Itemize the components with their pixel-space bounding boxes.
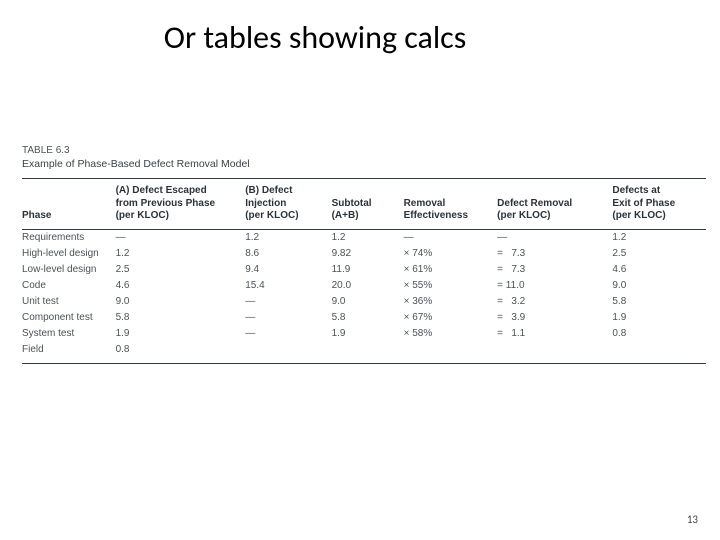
cell-eff: × 58% [404,326,498,342]
cell-a: — [116,229,246,246]
cell-phase: Code [22,278,116,294]
cell-a: 0.8 [116,342,246,364]
table-caption-text: Example of Phase-Based Defect Removal Mo… [22,158,706,170]
cell-rem: = 7.3 [497,246,612,262]
table-row: Component test 5.8 — 5.8 × 67% = 3.9 1.9 [22,310,706,326]
table-body: Requirements — 1.2 1.2 — — 1.2 High-leve… [22,229,706,364]
cell-b: 15.4 [245,278,331,294]
cell-exit: 2.5 [612,246,706,262]
cell-phase: Requirements [22,229,116,246]
cell-sub: 11.9 [332,262,404,278]
cell-b: 1.2 [245,229,331,246]
cell-phase: High-level design [22,246,116,262]
cell-rem: = 3.9 [497,310,612,326]
cell-sub: 1.2 [332,229,404,246]
cell-eff [404,342,498,364]
slide-title: Or tables showing calcs [0,0,720,67]
cell-a: 5.8 [116,310,246,326]
cell-sub: 1.9 [332,326,404,342]
cell-exit: 5.8 [612,294,706,310]
cell-exit: 9.0 [612,278,706,294]
cell-eff: × 36% [404,294,498,310]
cell-sub [332,342,404,364]
cell-eff: × 61% [404,262,498,278]
cell-a: 1.2 [116,246,246,262]
cell-sub: 20.0 [332,278,404,294]
col-header-phase: Phase [22,179,116,230]
cell-phase: Low-level design [22,262,116,278]
cell-b: — [245,326,331,342]
cell-eff: × 74% [404,246,498,262]
cell-eff: × 55% [404,278,498,294]
cell-b [245,342,331,364]
page-number: 13 [687,513,698,526]
cell-phase: System test [22,326,116,342]
cell-exit [612,342,706,364]
cell-b: — [245,294,331,310]
cell-rem: = 1.1 [497,326,612,342]
cell-b: 8.6 [245,246,331,262]
cell-rem: — [497,229,612,246]
cell-exit: 4.6 [612,262,706,278]
cell-phase: Component test [22,310,116,326]
table-container: TABLE 6.3 Example of Phase-Based Defect … [22,145,706,364]
cell-phase: Unit test [22,294,116,310]
col-header-subtotal: Subtotal(A+B) [332,179,404,230]
cell-a: 2.5 [116,262,246,278]
cell-rem [497,342,612,364]
cell-exit: 1.2 [612,229,706,246]
col-header-escaped: (A) Defect Escapedfrom Previous Phase(pe… [116,179,246,230]
cell-a: 9.0 [116,294,246,310]
cell-sub: 5.8 [332,310,404,326]
table-row: Field 0.8 [22,342,706,364]
cell-eff: — [404,229,498,246]
cell-sub: 9.82 [332,246,404,262]
table-row: Unit test 9.0 — 9.0 × 36% = 3.2 5.8 [22,294,706,310]
col-header-eff: RemovalEffectiveness [404,179,498,230]
defect-removal-table: Phase (A) Defect Escapedfrom Previous Ph… [22,178,706,364]
table-row: System test 1.9 — 1.9 × 58% = 1.1 0.8 [22,326,706,342]
col-header-removal: Defect Removal(per KLOC) [497,179,612,230]
cell-rem: = 11.0 [497,278,612,294]
cell-rem: = 7.3 [497,262,612,278]
cell-b: — [245,310,331,326]
col-header-exit: Defects atExit of Phase(per KLOC) [612,179,706,230]
cell-rem: = 3.2 [497,294,612,310]
cell-sub: 9.0 [332,294,404,310]
col-header-injection: (B) DefectInjection(per KLOC) [245,179,331,230]
cell-a: 4.6 [116,278,246,294]
cell-exit: 0.8 [612,326,706,342]
cell-exit: 1.9 [612,310,706,326]
cell-phase: Field [22,342,116,364]
cell-eff: × 67% [404,310,498,326]
table-caption-label: TABLE 6.3 [22,145,706,156]
cell-b: 9.4 [245,262,331,278]
table-row: Low-level design 2.5 9.4 11.9 × 61% = 7.… [22,262,706,278]
table-row: Code 4.6 15.4 20.0 × 55% = 11.0 9.0 [22,278,706,294]
cell-a: 1.9 [116,326,246,342]
table-row: Requirements — 1.2 1.2 — — 1.2 [22,229,706,246]
table-row: High-level design 1.2 8.6 9.82 × 74% = 7… [22,246,706,262]
table-header-row: Phase (A) Defect Escapedfrom Previous Ph… [22,179,706,230]
